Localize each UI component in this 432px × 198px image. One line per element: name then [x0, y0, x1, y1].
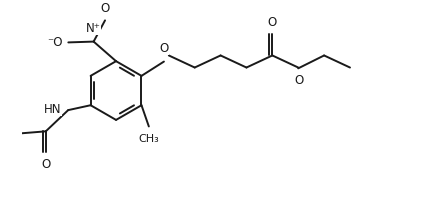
- Text: O: O: [41, 158, 51, 171]
- Text: O: O: [268, 15, 277, 29]
- Text: O: O: [294, 74, 303, 88]
- Text: HN: HN: [44, 103, 62, 116]
- Text: ⁻O: ⁻O: [47, 36, 63, 49]
- Text: O: O: [160, 42, 169, 55]
- Text: CH₃: CH₃: [139, 134, 159, 144]
- Text: N⁺: N⁺: [86, 22, 101, 35]
- Text: O: O: [100, 2, 110, 15]
